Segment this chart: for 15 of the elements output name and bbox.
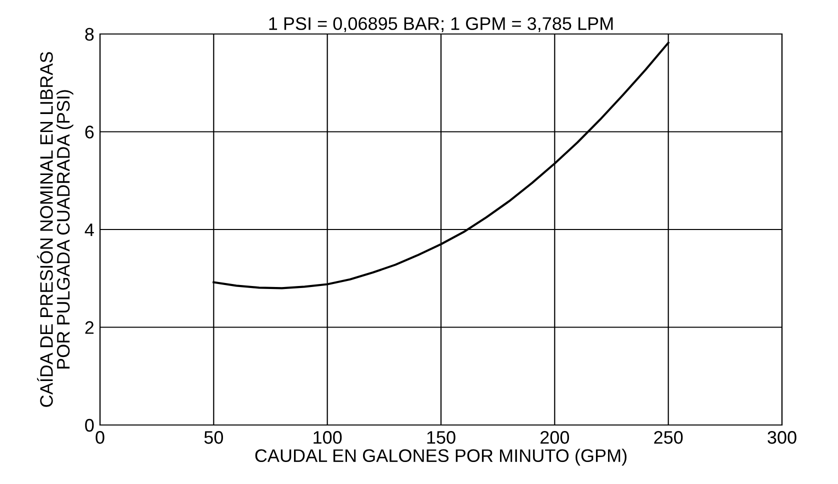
y-axis-title: CAÍDA DE PRESIÓN NOMINAL EN LIBRAS POR PULGADA CUADRADA (PSI) [37, 52, 74, 407]
chart-title: 1 PSI = 0,06895 BAR; 1 GPM = 3,785 LPM [269, 17, 613, 32]
y-tick-label: 8 [85, 28, 94, 41]
y-tick-label: 2 [85, 321, 94, 334]
x-tick-label: 200 [540, 431, 570, 444]
x-tick-label: 100 [314, 431, 342, 444]
x-axis-title: CAUDAL EN GALONES POR MINUTO (GPM) [255, 448, 626, 466]
x-tick-label: 150 [427, 431, 456, 444]
x-tick-label: 0 [96, 431, 104, 444]
x-tick-label: 250 [654, 431, 683, 444]
y-tick-label: 6 [85, 126, 94, 138]
x-tick-label: 50 [204, 431, 224, 444]
y-tick-label: 4 [84, 224, 94, 236]
y-tick-label: 0 [85, 418, 94, 432]
x-tick-label: 300 [768, 431, 796, 444]
